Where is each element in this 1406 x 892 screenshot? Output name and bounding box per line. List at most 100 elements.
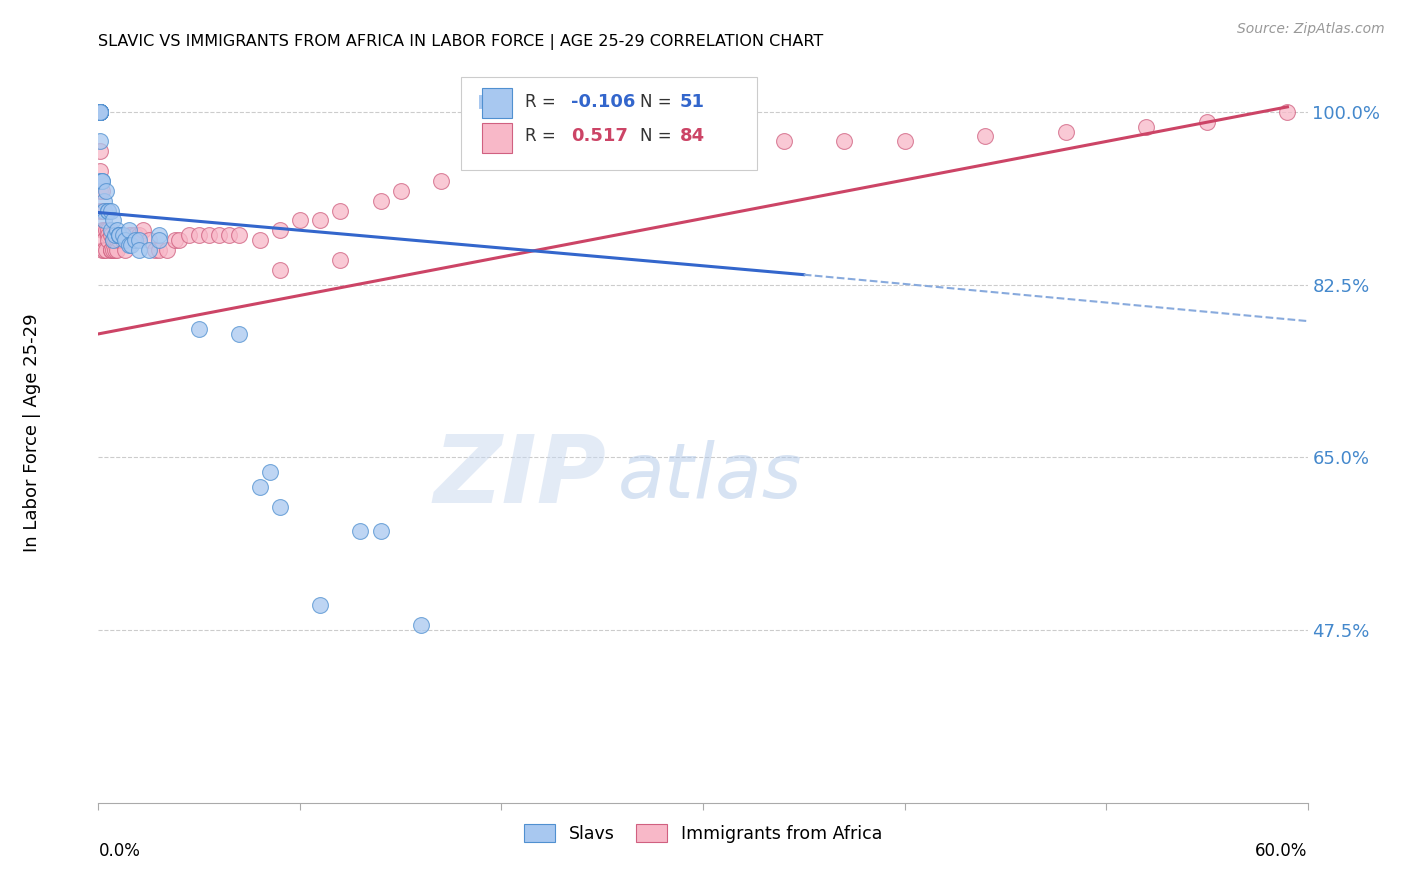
Point xyxy=(97,203,120,218)
Point xyxy=(389,184,412,198)
Point xyxy=(96,243,118,257)
Point xyxy=(89,174,111,188)
Point xyxy=(87,104,110,119)
Text: R =: R = xyxy=(526,128,567,145)
Point xyxy=(97,233,120,247)
Point xyxy=(89,164,111,178)
Point xyxy=(156,243,179,257)
Point xyxy=(530,145,553,159)
Point xyxy=(218,228,240,243)
Point xyxy=(103,243,125,257)
Point xyxy=(370,524,392,539)
Point xyxy=(100,243,122,257)
Point xyxy=(87,104,110,119)
Point xyxy=(107,228,129,243)
Point xyxy=(89,104,111,119)
Point xyxy=(124,228,146,243)
Point xyxy=(167,233,190,247)
Point xyxy=(97,203,120,218)
Point xyxy=(89,104,111,119)
Point xyxy=(188,322,211,336)
Point xyxy=(309,599,332,613)
Point xyxy=(91,174,114,188)
Point xyxy=(143,243,166,257)
Point xyxy=(118,228,141,243)
Point xyxy=(249,233,271,247)
Point xyxy=(93,203,115,218)
Point xyxy=(89,104,111,119)
Point xyxy=(100,223,122,237)
Point xyxy=(409,618,432,632)
Point xyxy=(430,174,453,188)
Point xyxy=(103,233,125,247)
Point xyxy=(105,233,128,247)
Point xyxy=(89,104,111,119)
Point xyxy=(269,223,291,237)
Point xyxy=(91,203,114,218)
Point xyxy=(249,480,271,494)
Point xyxy=(128,233,150,247)
Point xyxy=(89,104,111,119)
Point xyxy=(97,223,120,237)
Point xyxy=(87,104,110,119)
Point xyxy=(111,233,134,247)
Point xyxy=(89,104,111,119)
Point xyxy=(329,203,352,218)
Text: ZIP: ZIP xyxy=(433,431,606,523)
Point xyxy=(269,500,291,514)
Text: 60.0%: 60.0% xyxy=(1256,842,1308,860)
Point xyxy=(120,228,142,243)
Point xyxy=(89,145,111,159)
Point xyxy=(198,228,221,243)
Point xyxy=(349,524,371,539)
Point xyxy=(103,228,125,243)
Point xyxy=(89,104,111,119)
Point xyxy=(1277,104,1299,119)
Point xyxy=(89,104,111,119)
Point xyxy=(91,243,114,257)
Point xyxy=(711,129,734,144)
Point xyxy=(138,233,160,247)
Point xyxy=(124,233,146,247)
Point xyxy=(228,228,250,243)
Point xyxy=(329,252,352,267)
Point xyxy=(93,203,115,218)
Text: 84: 84 xyxy=(681,128,706,145)
Point xyxy=(148,228,170,243)
Point xyxy=(259,465,281,479)
Point xyxy=(93,233,115,247)
Point xyxy=(128,228,150,243)
Text: R =: R = xyxy=(526,93,561,111)
Point xyxy=(1195,114,1218,128)
Text: atlas: atlas xyxy=(619,440,803,514)
Text: N =: N = xyxy=(640,93,678,111)
Point xyxy=(651,129,673,144)
FancyBboxPatch shape xyxy=(461,78,758,169)
Point xyxy=(118,223,141,237)
Point xyxy=(89,203,111,218)
Point xyxy=(370,194,392,208)
Point xyxy=(107,228,129,243)
Point xyxy=(107,233,129,247)
Point xyxy=(105,223,128,237)
Point xyxy=(105,243,128,257)
Text: -0.106: -0.106 xyxy=(571,93,636,111)
FancyBboxPatch shape xyxy=(482,123,512,153)
Point xyxy=(89,104,111,119)
Point xyxy=(89,184,111,198)
Point xyxy=(93,243,115,257)
Point xyxy=(87,104,110,119)
Point xyxy=(491,154,513,169)
Point xyxy=(120,238,142,252)
Point xyxy=(107,228,129,243)
Point xyxy=(163,233,186,247)
Text: 0.517: 0.517 xyxy=(571,128,628,145)
Point xyxy=(97,228,120,243)
Text: 51: 51 xyxy=(681,93,704,111)
Point xyxy=(114,243,136,257)
Point xyxy=(111,228,134,243)
Point xyxy=(91,184,114,198)
Point xyxy=(111,233,134,247)
Point xyxy=(89,135,111,149)
Point xyxy=(107,228,129,243)
